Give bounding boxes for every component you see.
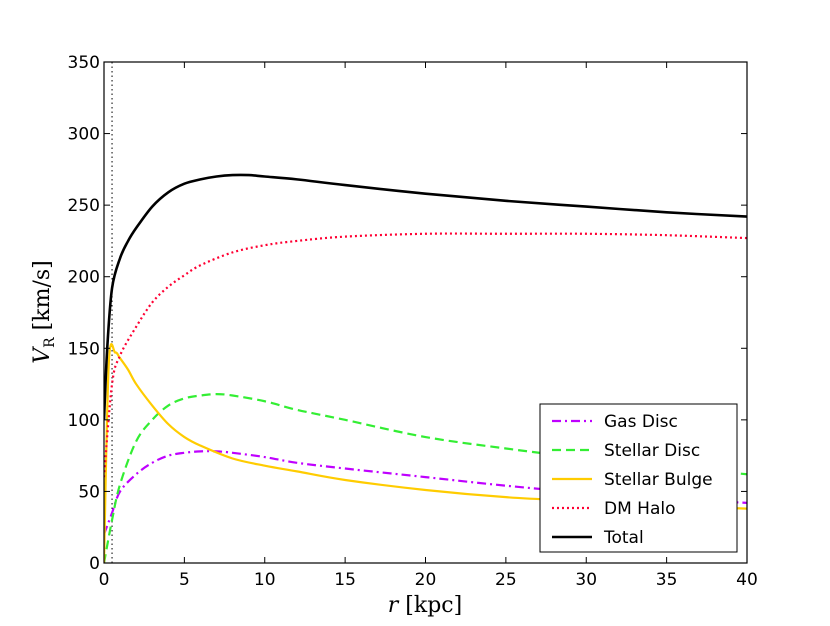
- legend-label-gas-disc: Gas Disc: [604, 412, 678, 432]
- y-tick-label: 100: [68, 411, 100, 431]
- legend-label-dm-halo: DM Halo: [604, 499, 676, 519]
- legend: Gas Disc Stellar Disc Stellar Bulge DM Halo…: [539, 403, 738, 553]
- series-line-stellar-disc: [104, 392, 747, 563]
- y-tick-label: 0: [89, 554, 100, 574]
- x-tick-label: 20: [415, 570, 437, 590]
- y-tick-label: 300: [68, 125, 100, 145]
- x-tick-label: 25: [495, 570, 517, 590]
- x-tick-label: 0: [99, 570, 110, 590]
- y-tick-label: 200: [68, 268, 100, 288]
- x-tick-label: 35: [656, 570, 678, 590]
- y-tick-label: 350: [68, 53, 100, 73]
- y-tick-label: 250: [68, 196, 100, 216]
- y-tick-label: 50: [78, 482, 100, 502]
- x-tick-label: 10: [254, 570, 276, 590]
- x-tick-label: 40: [736, 570, 758, 590]
- x-tick-label: 30: [575, 570, 597, 590]
- y-axis-title: VR [km/s]: [30, 260, 58, 364]
- series-line-stellar-bulge: [104, 343, 747, 563]
- x-axis-title: r [kpc]: [388, 593, 462, 618]
- x-tick-label: 15: [334, 570, 356, 590]
- y-tick-label: 150: [68, 339, 100, 359]
- series-line-total: [104, 173, 747, 420]
- legend-label-stellar-bulge: Stellar Bulge: [604, 470, 713, 490]
- x-tick-label: 5: [179, 570, 190, 590]
- legend-label-total: Total: [603, 528, 644, 548]
- legend-label-stellar-disc: Stellar Disc: [604, 441, 700, 461]
